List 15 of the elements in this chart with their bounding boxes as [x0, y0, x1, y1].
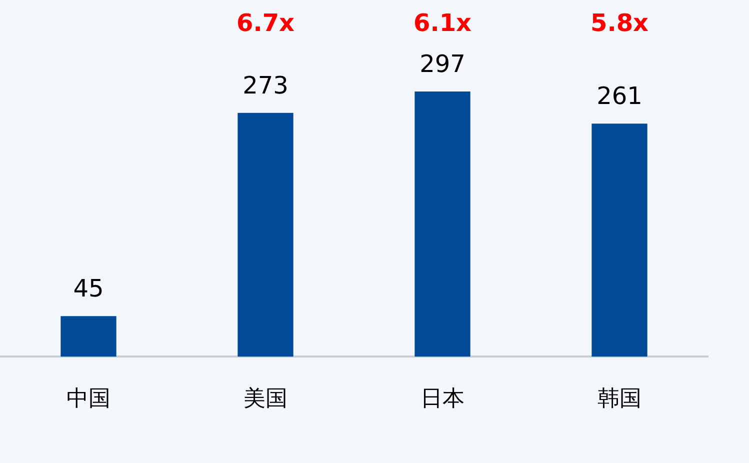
- text: 6.7x: [236, 9, 296, 38]
- x-tick-label: 韩国: [598, 386, 642, 412]
- bar: [60, 316, 116, 357]
- data-label: 261: [596, 82, 642, 110]
- x-tick-label: 中国: [66, 386, 110, 412]
- text: 5.8x: [590, 9, 650, 38]
- text: 6.1x: [414, 9, 472, 38]
- bar: [592, 124, 648, 357]
- x-tick-label: 日本: [420, 386, 464, 412]
- data-label: 273: [242, 71, 288, 100]
- x-tick-label: 美国: [244, 386, 288, 412]
- bar: [238, 112, 294, 357]
- data-label: 297: [420, 50, 466, 78]
- data-label: 45: [73, 274, 104, 303]
- bar: [414, 91, 470, 357]
